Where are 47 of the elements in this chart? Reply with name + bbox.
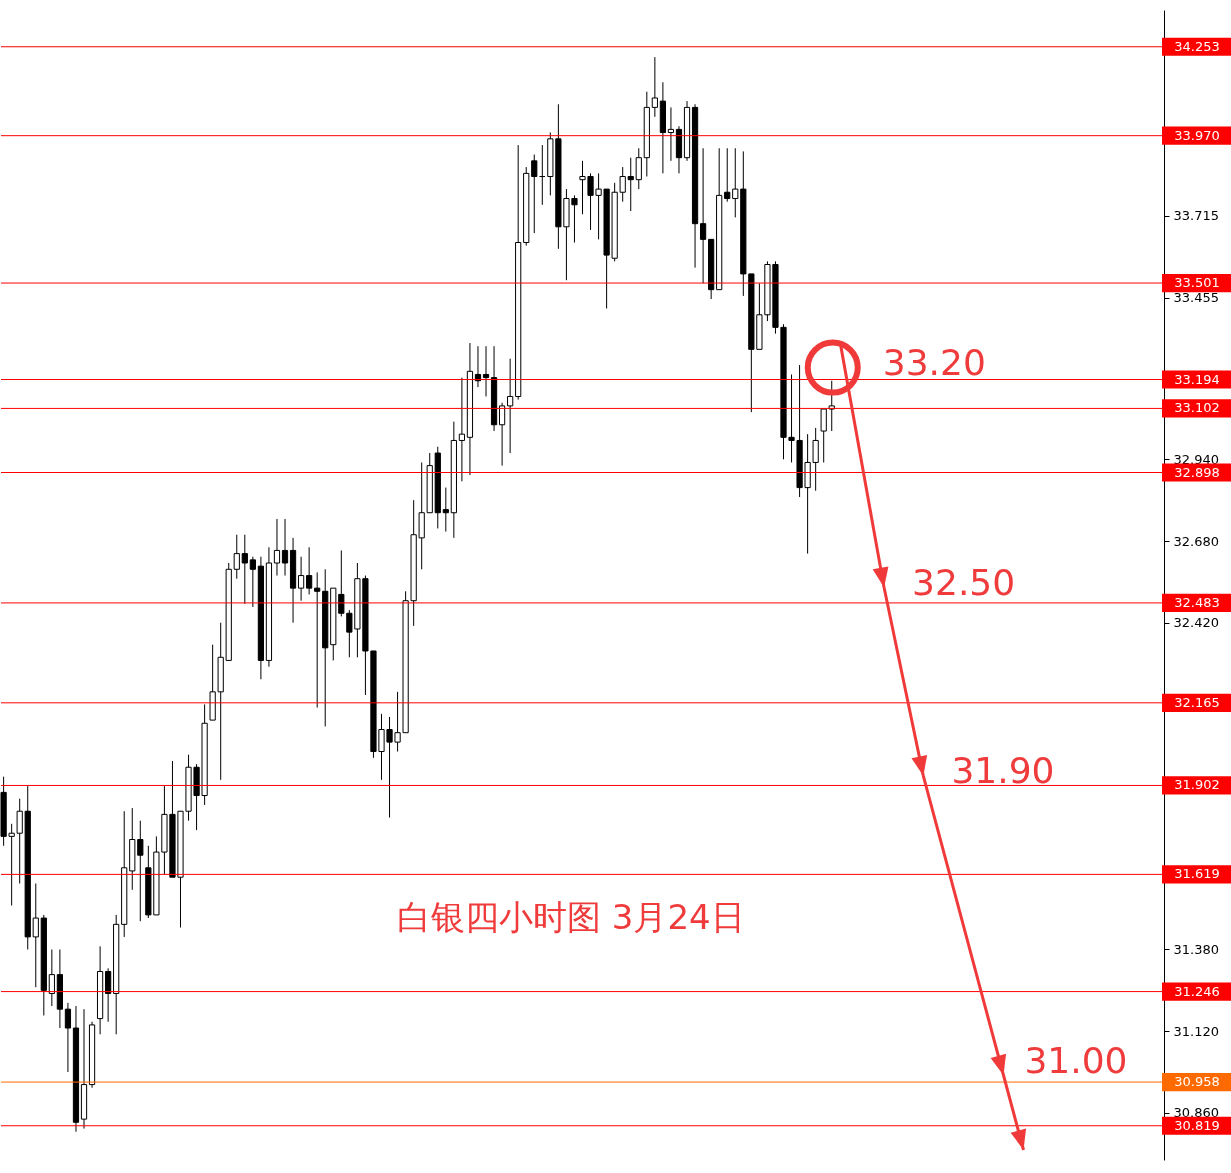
ref-line-label: 31.246	[1174, 983, 1220, 999]
y-tick-label: 32.940	[1173, 451, 1219, 467]
candlestick	[482, 345, 490, 397]
ref-line-label: 33.970	[1174, 127, 1220, 143]
candlestick	[297, 556, 305, 602]
candlestick	[48, 948, 55, 1007]
ref-line-label: 33.102	[1174, 400, 1220, 416]
candlestick	[306, 546, 313, 595]
candlestick	[724, 147, 731, 203]
ref-line-label: 31.619	[1174, 866, 1220, 882]
candlestick	[651, 56, 658, 118]
y-tick-label: 31.380	[1173, 941, 1219, 957]
annotation: 31.90	[951, 750, 1055, 792]
candlestick	[442, 487, 449, 533]
candlestick	[64, 1002, 72, 1073]
ref-line-label: 32.898	[1174, 464, 1220, 480]
candlestick	[699, 147, 707, 284]
ref-line-label: 34.253	[1174, 38, 1220, 54]
annotation: 33.20	[882, 341, 986, 383]
ref-line-label: 32.165	[1174, 694, 1220, 710]
y-tick-label: 32.420	[1173, 615, 1219, 631]
candlestick	[105, 967, 112, 1023]
candlestick	[507, 358, 514, 454]
candlestick	[241, 534, 248, 605]
ref-line-label: 31.902	[1174, 777, 1220, 793]
candlestick	[273, 518, 281, 577]
ref-line-label: 32.483	[1174, 594, 1220, 610]
candlestick	[233, 534, 240, 580]
candlestick	[635, 147, 642, 190]
candlestick	[531, 154, 538, 234]
candlestick	[281, 518, 289, 577]
annotation: 31.00	[1024, 1040, 1128, 1082]
annotation: 32.50	[912, 561, 1016, 603]
y-tick-label: 32.680	[1173, 533, 1219, 549]
ref-line-label: 33.501	[1174, 275, 1220, 291]
y-tick-label: 33.455	[1173, 290, 1219, 305]
candlestick	[458, 377, 466, 482]
candlestick	[249, 556, 256, 608]
candlestick	[32, 883, 39, 988]
y-tick-label: 31.120	[1173, 1023, 1219, 1039]
annotation: 白银四小时图 3月24日	[397, 896, 745, 937]
candlestick	[498, 402, 506, 467]
candlestick	[314, 571, 321, 709]
ref-line-label: 30.958	[1174, 1074, 1220, 1090]
y-tick-label: 33.715	[1173, 208, 1219, 224]
candlestick	[667, 106, 675, 162]
ref-line-label: 33.194	[1174, 371, 1220, 387]
